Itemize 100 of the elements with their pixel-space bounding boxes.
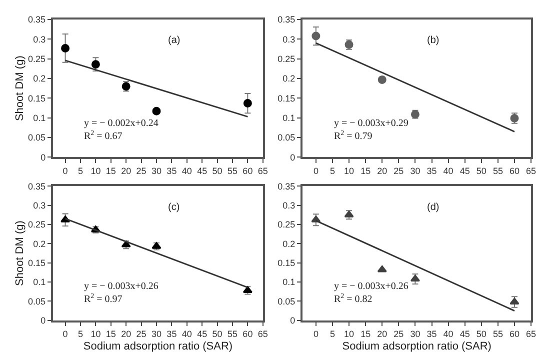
y-tick-label: 0.2 [282, 74, 296, 84]
x-tick-label: 50 [476, 166, 486, 176]
y-tick-label: 0.35 [28, 181, 46, 192]
y-tick-label: 0.15 [278, 258, 296, 268]
x-tick-label: 60 [509, 328, 520, 339]
x-tick-label: 5 [78, 328, 84, 339]
x-tick-label: 50 [212, 328, 222, 339]
x-tick-label: 25 [136, 328, 146, 339]
x-tick-label: 65 [526, 328, 536, 339]
point [91, 60, 100, 69]
x-tick-label: 20 [121, 166, 132, 176]
x-tick-label: 65 [258, 328, 268, 339]
point [344, 210, 354, 218]
x-tick-label: 55 [492, 328, 503, 339]
y-tick-label: 0.25 [278, 220, 296, 230]
x-tick-label: 40 [443, 328, 454, 339]
annotation: (c) [168, 202, 180, 213]
x-tick-label: 35 [166, 328, 177, 339]
point [152, 106, 161, 116]
x-tick-label: 45 [197, 166, 208, 176]
x-tick-label: 15 [360, 166, 371, 176]
point [312, 32, 320, 40]
x-tick-label: 20 [121, 328, 132, 339]
x-tick-label: 50 [476, 328, 486, 339]
x-tick-label: 60 [242, 328, 253, 339]
x-tick-label: 65 [258, 166, 268, 176]
x-tick-label: 40 [182, 328, 192, 339]
y-tick-label: 0 [40, 152, 46, 162]
x-tick-label: 55 [492, 166, 503, 176]
y-tick-label: 0.2 [33, 74, 46, 84]
x-tick-label: 30 [410, 328, 420, 339]
x-tick-label: 0 [62, 166, 68, 176]
y-tick-label: 0.1 [282, 113, 296, 124]
y-axis-title: Shoot DM (g) [14, 220, 26, 286]
y-tick-label: 0 [290, 152, 296, 162]
x-tick-label: 30 [151, 166, 162, 176]
x-tick-label: 15 [106, 328, 116, 339]
x-tick-label: 35 [426, 166, 437, 176]
x-tick-label: 10 [344, 166, 354, 176]
x-tick-label: 20 [377, 328, 388, 339]
y-axis-title: Shoot DM (g) [14, 56, 26, 122]
x-axis-title: Sodium adsorption ratio (SAR) [342, 340, 492, 353]
y-tick-label: 0.15 [28, 258, 46, 268]
annotation: y = − 0.003x+0.26 R$^{2}$ = 0.82 [334, 281, 408, 305]
y-tick-label: 0.3 [33, 34, 46, 44]
y-tick-label: 0.25 [28, 54, 46, 64]
y-tick-label: 0.05 [28, 132, 46, 143]
y-tick-label: 0.05 [28, 296, 46, 306]
x-tick-label: 0 [313, 166, 318, 176]
x-tick-label: 20 [377, 166, 388, 176]
x-tick-label: 30 [410, 166, 420, 176]
x-tick-label: 55 [227, 328, 238, 339]
y-tick-label: 0.35 [278, 181, 296, 192]
point [377, 266, 387, 272]
x-tick-label: 60 [242, 166, 253, 176]
x-tick-label: 50 [212, 166, 222, 176]
y-tick-label: 0.2 [282, 238, 296, 249]
x-tick-label: 5 [330, 328, 335, 339]
annotation: y = − 0.003x+0.29 R$^{2}$ = 0.79 [334, 118, 408, 142]
y-tick-label: 0.1 [33, 277, 46, 288]
annotation: (b) [427, 35, 440, 46]
y-tick-label: 0.05 [278, 132, 296, 143]
x-tick-label: 10 [90, 166, 101, 176]
x-tick-label: 5 [78, 166, 84, 176]
y-tick-label: 0.05 [278, 296, 296, 306]
x-tick-label: 10 [90, 328, 101, 339]
y-tick-label: 0.15 [28, 93, 46, 104]
x-tick-label: 60 [509, 166, 520, 176]
y-tick-label: 0.2 [33, 238, 46, 249]
x-tick-label: 35 [166, 166, 177, 176]
y-tick-label: 0.3 [282, 200, 296, 210]
point [243, 99, 252, 108]
x-tick-label: 35 [426, 328, 437, 339]
annotation: (d) [427, 202, 440, 213]
x-tick-label: 40 [182, 166, 192, 176]
y-tick-label: 0 [40, 316, 46, 326]
y-tick-label: 0.25 [278, 54, 296, 64]
x-tick-label: 15 [106, 166, 116, 176]
y-tick-label: 0.15 [278, 93, 296, 104]
point [61, 44, 70, 52]
y-tick-label: 0.35 [28, 14, 46, 25]
x-tick-label: 5 [330, 166, 335, 176]
x-tick-label: 25 [394, 328, 404, 339]
x-tick-label: 45 [197, 328, 208, 339]
x-tick-label: 0 [62, 328, 68, 339]
x-tick-label: 25 [136, 166, 146, 176]
x-tick-label: 15 [360, 328, 371, 339]
x-tick-label: 45 [460, 166, 470, 176]
y-tick-label: 0.3 [33, 200, 46, 210]
x-axis-title: Sodium adsorption ratio (SAR) [83, 340, 233, 353]
y-tick-label: 0.1 [282, 277, 296, 288]
y-tick-label: 0.1 [33, 113, 46, 124]
x-tick-label: 30 [151, 328, 162, 339]
y-tick-label: 0 [290, 316, 296, 326]
annotation: y = − 0.002x+0.24 R$^{2}$ = 0.67 [84, 118, 158, 142]
x-tick-label: 0 [313, 328, 318, 339]
point [378, 75, 386, 84]
x-tick-label: 10 [344, 328, 354, 339]
point [510, 298, 520, 304]
annotation: (a) [168, 35, 180, 46]
